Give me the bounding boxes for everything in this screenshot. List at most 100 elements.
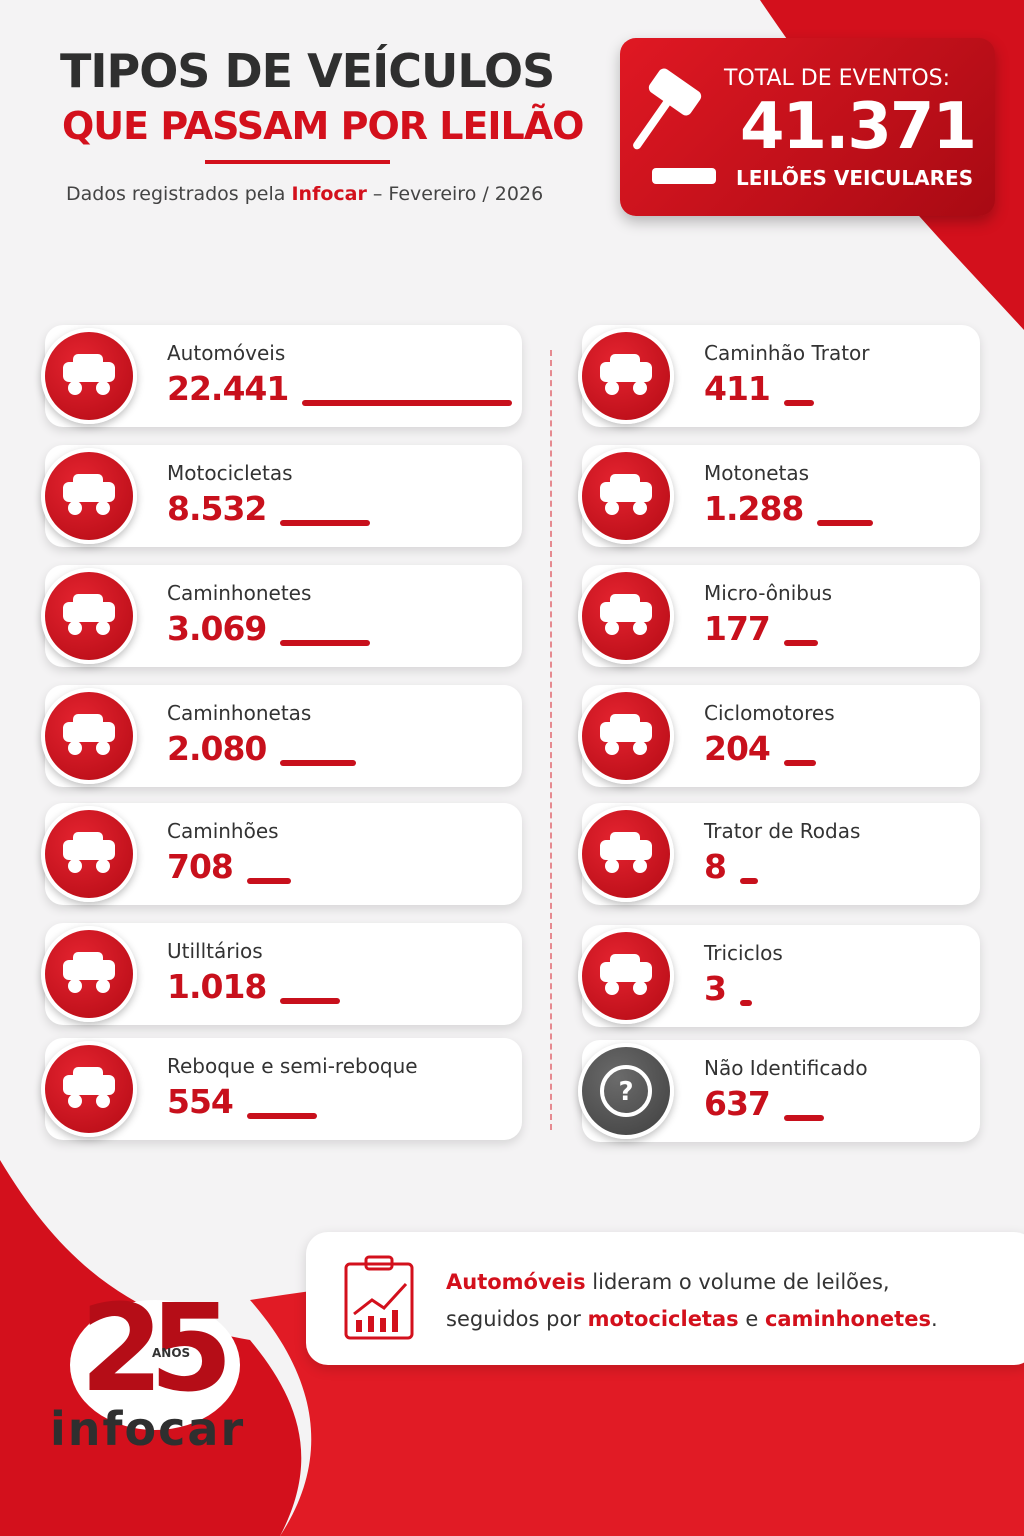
logo-badge [70, 1300, 240, 1430]
note-highlight: motocicletas [587, 1307, 739, 1331]
vehicle-icon [41, 806, 137, 902]
decor-bar [817, 520, 873, 526]
vehicle-value: 1.288 [704, 489, 804, 528]
vehicle-card: Reboque e semi-reboque 554 [41, 1038, 522, 1140]
decor-bar [280, 998, 340, 1004]
vehicle-icon [41, 688, 137, 784]
vehicle-icon [578, 328, 674, 424]
vehicle-value: 8 [704, 847, 727, 886]
vehicle-icon [578, 688, 674, 784]
vehicle-label: Caminhão Trator [704, 341, 870, 365]
note-text: lideram o volume de leilões, [585, 1270, 890, 1294]
logo-anos: ANOS [152, 1346, 191, 1360]
divider [205, 160, 390, 164]
vehicle-label: Caminhões [167, 819, 279, 843]
decor-bar [784, 400, 814, 406]
svg-text:?: ? [618, 1077, 633, 1107]
vehicle-label: Não Identificado [704, 1056, 868, 1080]
total-box: TOTAL DE EVENTOS: 41.371 LEILÕES VEICULA… [620, 38, 995, 216]
vehicle-icon: ? [578, 1043, 674, 1139]
note-highlight: caminhonetes [764, 1307, 931, 1331]
vehicle-label: Micro-ônibus [704, 581, 833, 605]
note-text: e [738, 1307, 765, 1331]
note-text: seguidos por [446, 1307, 588, 1331]
vehicle-value: 3.069 [167, 609, 267, 648]
vehicle-icon [41, 926, 137, 1022]
vehicle-value: 204 [704, 729, 771, 768]
note-box: Automóveis lideram o volume de leilões, … [306, 1232, 1024, 1365]
title: QUE PASSAM POR LEILÃO [62, 104, 584, 148]
vehicle-value: 637 [704, 1084, 771, 1123]
vehicle-value: 411 [704, 369, 771, 408]
vehicle-card: Utilltários 1.018 [41, 923, 522, 1025]
vehicle-label: Automóveis [167, 341, 286, 365]
vehicle-card: Micro-ônibus 177 [578, 565, 980, 667]
vehicle-label: Trator de Rodas [704, 819, 861, 843]
vehicle-icon [578, 568, 674, 664]
note: Automóveis lideram o volume de leilões, … [446, 1264, 938, 1338]
vehicle-icon [41, 568, 137, 664]
vehicle-card: Caminhonetes 3.069 [41, 565, 522, 667]
decor-bar [740, 1000, 752, 1006]
vehicle-label: Motocicletas [167, 461, 293, 485]
vehicle-icon [578, 448, 674, 544]
vehicle-icon [578, 928, 674, 1024]
vehicle-value: 22.441 [167, 369, 289, 408]
column-divider [550, 350, 552, 1130]
vehicle-value: 3 [704, 969, 727, 1008]
subtitle-brand: Infocar [291, 183, 367, 205]
total-caption: LEILÕES VEICULARES [736, 166, 974, 190]
vehicle-label: Caminhonetes [167, 581, 312, 605]
vehicle-label: Ciclomotores [704, 701, 835, 725]
vehicle-card: Caminhões 708 [41, 803, 522, 905]
vehicle-value: 177 [704, 609, 771, 648]
logo-brand: infocar [50, 1402, 246, 1456]
vehicle-card: Caminhonetas 2.080 [41, 685, 522, 787]
vehicle-card: Triciclos 3 [578, 925, 980, 1027]
subtitle: Dados registrados pela Infocar – Feverei… [66, 183, 543, 205]
subtitle-text: – Fevereiro / 2026 [372, 183, 544, 205]
vehicle-value: 554 [167, 1082, 234, 1121]
vehicle-card: Motonetas 1.288 [578, 445, 980, 547]
decor-bar [784, 760, 816, 766]
title: TIPOS DE VEÍCULOS [60, 44, 555, 98]
total-label: TOTAL DE EVENTOS: [724, 66, 951, 91]
vehicle-card: Ciclomotores 204 [578, 685, 980, 787]
vehicle-icon [41, 1041, 137, 1137]
vehicle-value: 8.532 [167, 489, 267, 528]
decor-bar [247, 1113, 317, 1119]
decor-bar [302, 400, 512, 406]
note-text: . [930, 1307, 938, 1331]
vehicle-label: Reboque e semi-reboque [167, 1054, 418, 1078]
vehicle-label: Triciclos [704, 941, 783, 965]
decor-bar [247, 878, 291, 884]
decor-bar [280, 520, 370, 526]
vehicle-value: 1.018 [167, 967, 267, 1006]
subtitle-text: Dados registrados pela [66, 183, 286, 205]
decor-bar [784, 1115, 824, 1121]
decor-bar [280, 760, 356, 766]
vehicle-icon [41, 328, 137, 424]
vehicle-icon [41, 448, 137, 544]
decor-bar [740, 878, 758, 884]
vehicle-card: Trator de Rodas 8 [578, 803, 980, 905]
total-value: 41.371 [740, 90, 977, 164]
vehicle-card: ? Não Identificado 637 [578, 1040, 980, 1142]
vehicle-card: Automóveis 22.441 [41, 325, 522, 427]
decor-bar [784, 640, 818, 646]
chart-icon [344, 1255, 414, 1340]
gavel-icon [633, 68, 716, 184]
logo-years: 25 [80, 1280, 233, 1419]
vehicle-label: Motonetas [704, 461, 810, 485]
logo: 25 ANOS infocar [40, 1280, 320, 1470]
decor-bar [280, 640, 370, 646]
vehicle-label: Utilltários [167, 939, 263, 963]
note-highlight: Automóveis [446, 1270, 586, 1294]
vehicle-icon [578, 806, 674, 902]
vehicle-label: Caminhonetas [167, 701, 312, 725]
vehicle-card: Motocicletas 8.532 [41, 445, 522, 547]
vehicle-value: 708 [167, 847, 234, 886]
vehicle-card: Caminhão Trator 411 [578, 325, 980, 427]
vehicle-value: 2.080 [167, 729, 267, 768]
